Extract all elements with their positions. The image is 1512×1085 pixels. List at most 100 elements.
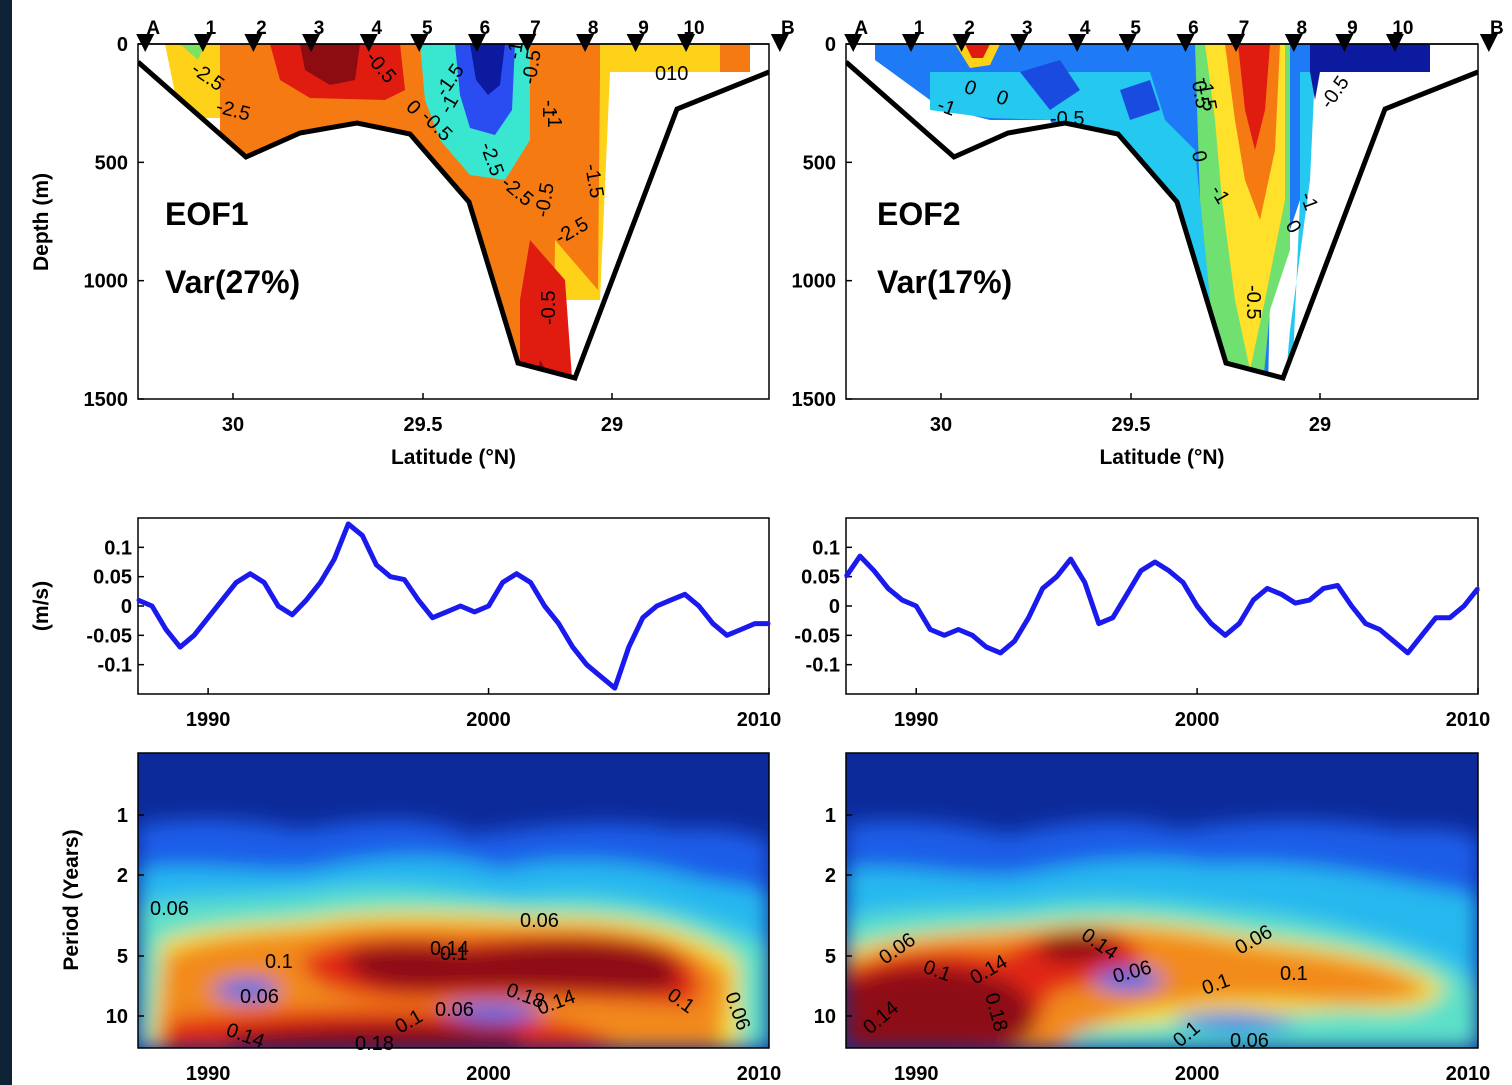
eof1-contour-label: 010: [655, 63, 688, 85]
station-label: 3: [314, 18, 325, 39]
pc-data-point: [431, 616, 434, 620]
pc-data-point: [585, 663, 589, 667]
station-label: 7: [1239, 18, 1250, 39]
station-label: 5: [1130, 18, 1141, 39]
pc-data-point: [599, 674, 603, 678]
wavelet-y-tick-label: 1: [825, 805, 836, 827]
pc-data-point: [1420, 633, 1424, 637]
wavelet-x-tick-label: 1990: [186, 1063, 231, 1085]
eof1-wavelet-contour-label: 0.06: [435, 999, 474, 1021]
station-label: 1: [206, 18, 217, 39]
station-label: 3: [1022, 18, 1033, 39]
section-x-tick-label: 29: [1309, 414, 1331, 436]
pc-data-point: [1378, 628, 1382, 631]
pc-y-axis-label: (m/s): [30, 581, 53, 631]
station-label: A: [854, 18, 868, 39]
section-x-axis-label: Latitude (°N): [1099, 446, 1224, 469]
pc-data-point: [557, 622, 561, 626]
pc-data-point: [1237, 622, 1241, 626]
section-y-tick-label: 500: [803, 152, 836, 174]
pc-data-point: [1308, 598, 1311, 602]
eof1-field-red-core-2: [520, 240, 574, 399]
pc-data-point: [150, 604, 154, 608]
pc-series-line: [137, 521, 769, 691]
station-label: 6: [480, 18, 491, 39]
pc-data-point: [1392, 639, 1396, 643]
section-x-axis-label: Latitude (°N): [391, 446, 516, 469]
section-y-tick-label: 1000: [84, 271, 129, 293]
pc-data-point: [999, 651, 1002, 655]
pc-data-point: [655, 604, 659, 608]
wavelet-x-tick-label: 2000: [1175, 1063, 1220, 1085]
pc-data-point: [1083, 581, 1087, 584]
pc-data-point: [872, 569, 876, 573]
station-label: 10: [1392, 18, 1413, 39]
pc-data-point: [1476, 586, 1480, 590]
pc-data-point: [1097, 622, 1101, 626]
pc-data-point: [571, 645, 575, 649]
pc-data-point: [1322, 586, 1325, 590]
pc-data-point: [1448, 616, 1452, 620]
station-label: 9: [1347, 18, 1358, 39]
pc-data-point: [262, 581, 266, 584]
pc-data-point: [346, 522, 350, 526]
pc-data-point: [1069, 557, 1073, 561]
pc-data-point: [669, 598, 673, 602]
station-marker: [1479, 34, 1498, 52]
pc-y-tick-label: 0.05: [93, 567, 132, 589]
pc-data-point: [1434, 616, 1438, 620]
station-label: 2: [256, 18, 267, 39]
pc-y-tick-label: 0.1: [812, 537, 840, 559]
eof2-pc-panel: 0.1 0.05 0 -0.05 -0.1 1990 2000 2010: [794, 517, 1490, 731]
section-x-tick-label: 30: [222, 414, 244, 436]
pc-data-point: [1209, 622, 1213, 626]
pc-data-point: [1013, 639, 1016, 643]
section-y-tick-label: 0: [117, 34, 128, 56]
station-marker: [302, 34, 321, 52]
station-label: 7: [530, 18, 541, 39]
pc-x-tick-label: 1990: [894, 709, 939, 731]
station-label: 8: [588, 18, 599, 39]
eof1-wavelet-bluepatch: [210, 978, 545, 1022]
eof2-contour-label: 0.5: [1187, 79, 1213, 110]
pc-data-point: [192, 633, 196, 637]
eof1-section-field: [138, 44, 769, 399]
station-marker: [410, 34, 429, 52]
pc-data-point: [276, 604, 280, 608]
section-y-tick-label: 1500: [84, 389, 129, 411]
section-x-tick-label: 29.5: [1112, 414, 1151, 436]
wavelet-y-tick-label: 2: [117, 865, 128, 887]
eof1-wavelet-frame: [137, 752, 770, 1049]
pc-data-point: [1251, 598, 1255, 602]
pc-data-point: [984, 645, 988, 649]
eof1-section-panel: -2.5 -0.5 -1.5 -2.5 0 -0.5 -1 -1 -0.5 -1…: [30, 18, 795, 469]
pc-data-point: [1265, 586, 1269, 590]
eof1-wavelet-field: [138, 753, 769, 1048]
pc-y-tick-label: 0: [121, 596, 132, 618]
station-marker: [770, 34, 789, 52]
pc-data-point: [360, 534, 364, 538]
eof2-wavelet-contour-label: 0.1: [1280, 963, 1308, 985]
station-marker: [1118, 34, 1137, 52]
pc-data-point: [753, 622, 757, 626]
pc-data-point: [416, 598, 420, 602]
pc-data-point: [900, 598, 904, 602]
pc-y-tick-label: -0.1: [98, 655, 132, 677]
pc-data-point: [543, 604, 547, 608]
pc-data-point: [928, 628, 932, 631]
pc-x-tick-label: 2000: [1175, 709, 1220, 731]
station-label: 10: [683, 18, 704, 39]
pc-y-tick-label: 0.1: [104, 537, 132, 559]
wavelet-x-tick-label: 2010: [737, 1063, 782, 1085]
station-marker: [1176, 34, 1195, 52]
pc-data-point: [683, 592, 687, 596]
station-marker: [677, 34, 696, 52]
section-y-tick-label: 1000: [792, 271, 837, 293]
pc-data-point: [970, 633, 974, 637]
eof1-bottom-mask: [138, 62, 769, 399]
eof2-field-navy-east: [1310, 44, 1430, 100]
pc-data-point: [487, 604, 491, 608]
